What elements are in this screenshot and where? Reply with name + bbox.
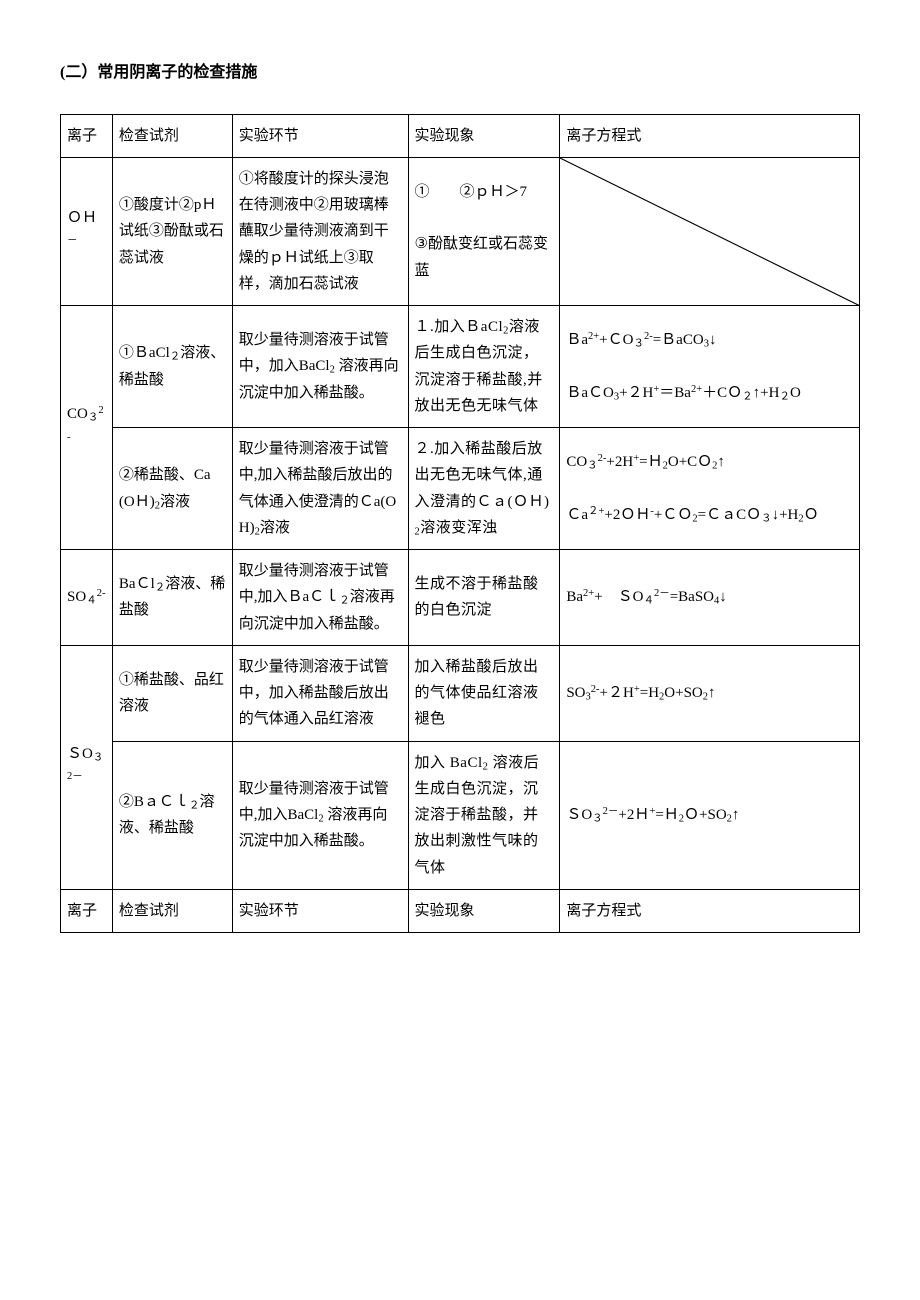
cell-phenomenon: 生成不溶于稀盐酸的白色沉淀 xyxy=(408,550,560,646)
cell-ion: ＯＨ－ xyxy=(61,157,113,305)
row-co3-a: CO３2- ①ＢaCl２溶液、稀盐酸 取少量待测溶液于试管中，加入BaCl2 溶… xyxy=(61,306,860,428)
cell-reagent: ②BａＣｌ２溶液、稀盐酸 xyxy=(112,741,232,889)
cell-phenomenon: １.加入ＢaCl2溶液后生成白色沉淀，沉淀溶于稀盐酸,并放出无色无味气体 xyxy=(408,306,560,428)
cell-ion: CO３2- xyxy=(61,306,113,550)
table-header-row: 离子 检查试剂 实验环节 实验现象 离子方程式 xyxy=(61,114,860,157)
col-footer-procedure: 实验环节 xyxy=(232,889,408,932)
col-footer-ion: 离子 xyxy=(61,889,113,932)
cell-procedure: ①将酸度计的探头浸泡在待测液中②用玻璃棒蘸取少量待测液滴到干燥的ｐＨ试纸上③取样… xyxy=(232,157,408,305)
cell-procedure: 取少量待测溶液于试管中,加入BaCl2 溶液再向沉淀中加入稀盐酸。 xyxy=(232,741,408,889)
col-header-procedure: 实验环节 xyxy=(232,114,408,157)
cell-reagent: ①ＢaCl２溶液、稀盐酸 xyxy=(112,306,232,428)
cell-equation: ＳO３2－+2Ｈ+=Ｈ2Ｏ+SO2↑ xyxy=(560,741,860,889)
cell-reagent: ①酸度计②pＨ试纸③酚酞或石蕊试液 xyxy=(112,157,232,305)
cell-equation: SO32-+２H+=H2O+SO2↑ xyxy=(560,645,860,741)
cell-ion: ＳO３2－ xyxy=(61,645,113,889)
diagonal-line-icon xyxy=(560,158,859,305)
col-header-reagent: 检查试剂 xyxy=(112,114,232,157)
col-footer-phenomenon: 实验现象 xyxy=(408,889,560,932)
col-header-phenomenon: 实验现象 xyxy=(408,114,560,157)
cell-phenomenon: 加入稀盐酸后放出的气体使品红溶液褪色 xyxy=(408,645,560,741)
cell-equation: Ba2++ ＳO４2－=BaSO4↓ xyxy=(560,550,860,646)
section-title: (二）常用阴离子的检查措施 xyxy=(60,60,860,86)
cell-equation-diagonal xyxy=(560,157,860,305)
col-footer-equation: 离子方程式 xyxy=(560,889,860,932)
col-header-ion: 离子 xyxy=(61,114,113,157)
cell-equation: Ｂa2++ＣO３2-=ＢaCO3↓ＢaＣO3+２H+＝Ba2+＋CＯ２↑+H２O xyxy=(560,306,860,428)
cell-reagent: ①稀盐酸、品红溶液 xyxy=(112,645,232,741)
cell-phenomenon: ① ②ｐＨ＞7 ③酚酞变红或石蕊变蓝 xyxy=(408,157,560,305)
col-header-equation: 离子方程式 xyxy=(560,114,860,157)
col-footer-reagent: 检查试剂 xyxy=(112,889,232,932)
cell-equation: CO３2-+2H+=Ｈ2O+CＯ2↑Ｃa２++2ＯＨ-+ＣＯ2=ＣａCＯ３↓+H… xyxy=(560,428,860,550)
cell-procedure: 取少量待测溶液于试管中,加入ＢaＣｌ２溶液再向沉淀中加入稀盐酸。 xyxy=(232,550,408,646)
row-so3-a: ＳO３2－ ①稀盐酸、品红溶液 取少量待测溶液于试管中，加入稀盐酸后放出的气体通… xyxy=(61,645,860,741)
cell-procedure: 取少量待测溶液于试管中，加入稀盐酸后放出的气体通入品红溶液 xyxy=(232,645,408,741)
cell-reagent: BaＣl２溶液、稀盐酸 xyxy=(112,550,232,646)
cell-ion: SO４2- xyxy=(61,550,113,646)
cell-phenomenon: 加入 BaCl2 溶液后生成白色沉淀，沉淀溶于稀盐酸，并放出刺激性气味的气体 xyxy=(408,741,560,889)
cell-procedure: 取少量待测溶液于试管中，加入BaCl2 溶液再向沉淀中加入稀盐酸。 xyxy=(232,306,408,428)
row-co3-b: ②稀盐酸、Ca(OＨ)2溶液 取少量待测溶液于试管中,加入稀盐酸后放出的气体通入… xyxy=(61,428,860,550)
table-footer-row: 离子 检查试剂 实验环节 实验现象 离子方程式 xyxy=(61,889,860,932)
cell-phenomenon: ２.加入稀盐酸后放出无色无味气体,通入澄清的Ｃａ(ＯＨ)2溶液变浑浊 xyxy=(408,428,560,550)
row-so3-b: ②BａＣｌ２溶液、稀盐酸 取少量待测溶液于试管中,加入BaCl2 溶液再向沉淀中… xyxy=(61,741,860,889)
anion-table: 离子 检查试剂 实验环节 实验现象 离子方程式 ＯＨ－ ①酸度计②pＨ试纸③酚酞… xyxy=(60,114,860,934)
cell-procedure: 取少量待测溶液于试管中,加入稀盐酸后放出的气体通入使澄清的Ｃa(OH)2溶液 xyxy=(232,428,408,550)
cell-reagent: ②稀盐酸、Ca(OＨ)2溶液 xyxy=(112,428,232,550)
row-oh: ＯＨ－ ①酸度计②pＨ试纸③酚酞或石蕊试液 ①将酸度计的探头浸泡在待测液中②用玻… xyxy=(61,157,860,305)
row-so4: SO４2- BaＣl２溶液、稀盐酸 取少量待测溶液于试管中,加入ＢaＣｌ２溶液再… xyxy=(61,550,860,646)
